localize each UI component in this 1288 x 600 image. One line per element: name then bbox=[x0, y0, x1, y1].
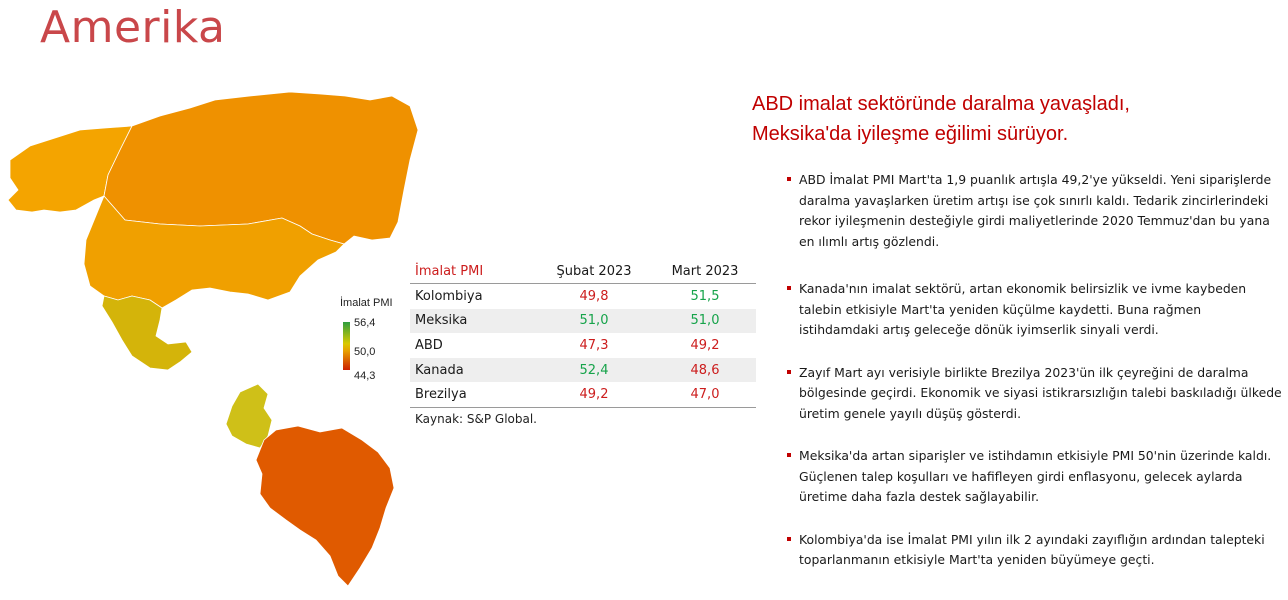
map-canada bbox=[103, 91, 419, 245]
header-indicator: İmalat PMI bbox=[415, 263, 484, 279]
bullet-item: Kolombiya'da ise İmalat PMI yılın ilk 2 … bbox=[787, 530, 1282, 571]
country-name: Kolombiya bbox=[415, 288, 483, 304]
map-alaska bbox=[7, 125, 133, 213]
legend-title: İmalat PMI bbox=[340, 297, 393, 309]
table-row: Meksika 51,0 51,0 bbox=[410, 308, 756, 334]
pmi-table: İmalat PMI Şubat 2023 Mart 2023 Kolombiy… bbox=[410, 259, 756, 408]
bullet-item: Meksika'da artan siparişler ve istihdamı… bbox=[787, 446, 1282, 508]
feb-value: 47,3 bbox=[579, 337, 609, 353]
map-colombia bbox=[225, 383, 273, 449]
mar-value: 48,6 bbox=[690, 362, 720, 378]
table-source: Kaynak: S&P Global. bbox=[415, 412, 537, 426]
table-row: Brezilya 49,2 47,0 bbox=[410, 382, 756, 408]
legend-min: 44,3 bbox=[354, 370, 376, 382]
country-name: Kanada bbox=[415, 362, 464, 378]
country-name: ABD bbox=[415, 337, 443, 353]
pmi-legend: İmalat PMI 56,4 50,0 44,3 bbox=[340, 297, 430, 387]
country-name: Meksika bbox=[415, 313, 468, 329]
map-mexico bbox=[101, 295, 193, 371]
legend-mid: 50,0 bbox=[354, 346, 376, 358]
header-mar: Mart 2023 bbox=[671, 263, 739, 279]
map-brazil bbox=[255, 425, 395, 587]
bullet-item: Zayıf Mart ayı verisiyle birlikte Brezil… bbox=[787, 363, 1282, 425]
bullet-list: ABD İmalat PMI Mart'ta 1,9 puanlık artış… bbox=[787, 170, 1282, 571]
table-row: ABD 47,3 49,2 bbox=[410, 333, 756, 358]
bullet-item: ABD İmalat PMI Mart'ta 1,9 puanlık artış… bbox=[787, 170, 1282, 252]
mar-value: 51,5 bbox=[690, 288, 720, 304]
mar-value: 49,2 bbox=[690, 337, 720, 353]
americas-map bbox=[7, 91, 419, 587]
legend-max: 56,4 bbox=[354, 317, 376, 329]
feb-value: 51,0 bbox=[579, 313, 609, 329]
headline-line-2: Meksika'da iyileşme eğilimi sürüyor. bbox=[752, 123, 1069, 145]
headline: ABD imalat sektöründe daralma yavaşladı,… bbox=[752, 89, 1272, 149]
header-feb: Şubat 2023 bbox=[556, 263, 632, 279]
table-row: Kolombiya 49,8 51,5 bbox=[410, 284, 756, 309]
page-title: Amerika bbox=[40, 2, 226, 53]
mar-value: 51,0 bbox=[690, 313, 720, 329]
table-header: İmalat PMI Şubat 2023 Mart 2023 bbox=[410, 259, 756, 284]
legend-color-scale bbox=[343, 322, 350, 370]
feb-value: 49,8 bbox=[579, 288, 609, 304]
country-name: Brezilya bbox=[415, 387, 467, 403]
mar-value: 47,0 bbox=[690, 387, 720, 403]
bullet-item: Kanada'nın imalat sektörü, artan ekonomi… bbox=[787, 279, 1282, 341]
headline-line-1: ABD imalat sektöründe daralma yavaşladı, bbox=[752, 93, 1130, 115]
table-row: Kanada 52,4 48,6 bbox=[410, 357, 756, 383]
feb-value: 52,4 bbox=[579, 362, 609, 378]
feb-value: 49,2 bbox=[579, 387, 609, 403]
